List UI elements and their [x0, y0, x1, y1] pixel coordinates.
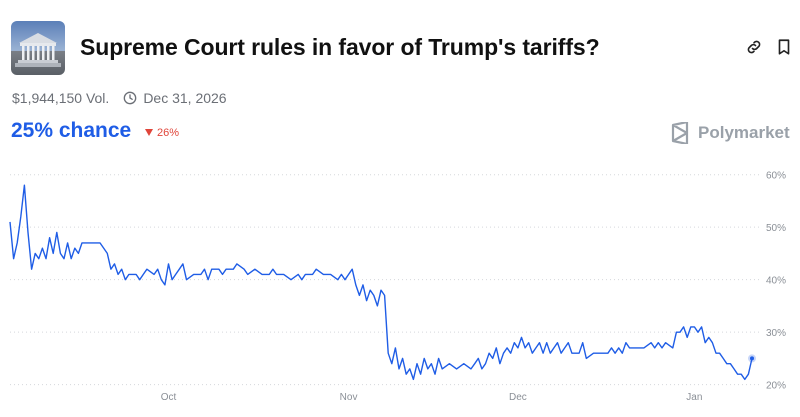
x-tick-label: Oct	[161, 392, 177, 403]
market-thumbnail	[11, 21, 65, 75]
end-date-text: Dec 31, 2026	[143, 90, 227, 106]
triangle-down-icon	[145, 127, 153, 139]
y-tick-label: 30%	[766, 328, 786, 339]
y-tick-label: 60%	[766, 171, 786, 182]
chance-value: 25% chance	[11, 119, 132, 142]
clock-icon	[123, 91, 137, 105]
market-meta: $1,944,150 Vol. Dec 31, 2026	[12, 90, 227, 106]
price-line	[9, 184, 753, 381]
current-point	[750, 356, 754, 361]
x-tick-label: Nov	[340, 392, 358, 403]
polymarket-logo-icon	[671, 122, 689, 144]
x-tick-label: Dec	[509, 392, 527, 403]
market-title: Supreme Court rules in favor of Trump's …	[80, 34, 600, 60]
y-tick-label: 50%	[766, 223, 786, 234]
bookmark-icon[interactable]	[775, 38, 793, 56]
brand-name: Polymarket	[698, 123, 790, 142]
polymarket-brand[interactable]: Polymarket	[670, 122, 790, 144]
y-tick-label: 20%	[766, 381, 786, 392]
change-badge: 26%	[145, 127, 179, 139]
volume-text: $1,944,150 Vol.	[12, 90, 110, 106]
y-tick-label: 40%	[766, 276, 786, 287]
link-icon[interactable]	[745, 38, 763, 56]
supreme-court-building-image	[15, 33, 61, 67]
change-value: 26%	[157, 127, 180, 139]
price-history-chart[interactable]: 20% 30% 40% 50% 60% Oct Nov Dec Jan	[0, 160, 800, 417]
x-tick-label: Jan	[686, 392, 702, 403]
